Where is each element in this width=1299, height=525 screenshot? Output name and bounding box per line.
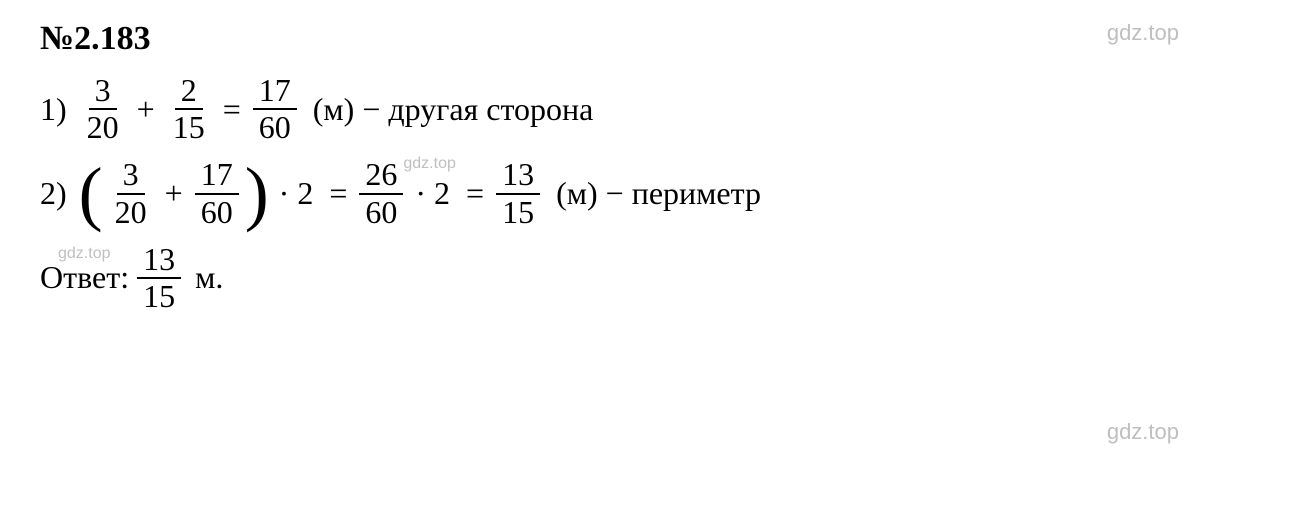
watermark-2: gdz.top — [403, 155, 455, 173]
answer-unit: м. — [195, 259, 223, 296]
answer-frac-den: 15 — [137, 279, 181, 314]
line2-frac2-den: 60 — [195, 195, 239, 230]
line2-frac4-den: 15 — [496, 195, 540, 230]
lparen: ( — [79, 165, 103, 223]
plus-op-2: + — [165, 175, 183, 212]
answer-label: Ответ: — [40, 259, 129, 295]
line-2: 2) ( 3 20 + 17 60 ) · 2 = 26 gdz.top 60 … — [40, 157, 1259, 229]
exercise-heading: №2.183 — [40, 20, 1259, 58]
line2-frac2: 17 60 — [195, 157, 239, 229]
line1-frac2-num: 2 — [175, 73, 203, 110]
mul-op: · 2 — [279, 175, 314, 212]
line2-frac4: 13 15 — [496, 157, 540, 229]
mul-op-2: · 2 — [415, 175, 450, 212]
answer-frac: 13 15 — [137, 242, 181, 314]
eq-op-2b: = — [466, 175, 484, 212]
line1-frac3-den: 60 — [253, 110, 297, 145]
line1-frac3-num: 17 — [253, 73, 297, 110]
line2-frac1-den: 20 — [109, 195, 153, 230]
line2-index: 2) — [40, 175, 67, 212]
rparen: ) — [245, 165, 269, 223]
line1-frac1-num: 3 — [89, 73, 117, 110]
line1-frac2: 2 15 — [167, 73, 211, 145]
line2-frac1-num: 3 — [117, 157, 145, 194]
line2-frac3-num: 26 gdz.top — [359, 157, 403, 194]
line1-frac1: 3 20 — [81, 73, 125, 145]
line2-tail: (м) − периметр — [556, 175, 761, 212]
line2-frac3-den: 60 — [359, 195, 403, 230]
line2-frac1: 3 20 — [109, 157, 153, 229]
line1-tail: (м) − другая сторона — [313, 91, 594, 128]
line2-frac4-num: 13 — [496, 157, 540, 194]
line2-frac3-num-val: 26 — [365, 156, 397, 192]
eq-op-2a: = — [329, 175, 347, 212]
line1-frac2-den: 15 — [167, 110, 211, 145]
line1-frac3: 17 60 — [253, 73, 297, 145]
line2-frac2-num: 17 — [195, 157, 239, 194]
plus-op: + — [137, 91, 155, 128]
answer-line: gdz.top Ответ: 13 15 м. — [40, 242, 1259, 314]
watermark-3: gdz.top — [1107, 419, 1179, 445]
eq-op: = — [223, 91, 241, 128]
answer-frac-num: 13 — [137, 242, 181, 279]
watermark-4: gdz.top — [58, 245, 110, 263]
line2-frac3: 26 gdz.top 60 — [359, 157, 403, 229]
line1-index: 1) — [40, 91, 67, 128]
line1-frac1-den: 20 — [81, 110, 125, 145]
answer-label-wrap: gdz.top Ответ: — [40, 259, 129, 296]
line-1: 1) 3 20 + 2 15 = 17 60 (м) − другая стор… — [40, 73, 1259, 145]
